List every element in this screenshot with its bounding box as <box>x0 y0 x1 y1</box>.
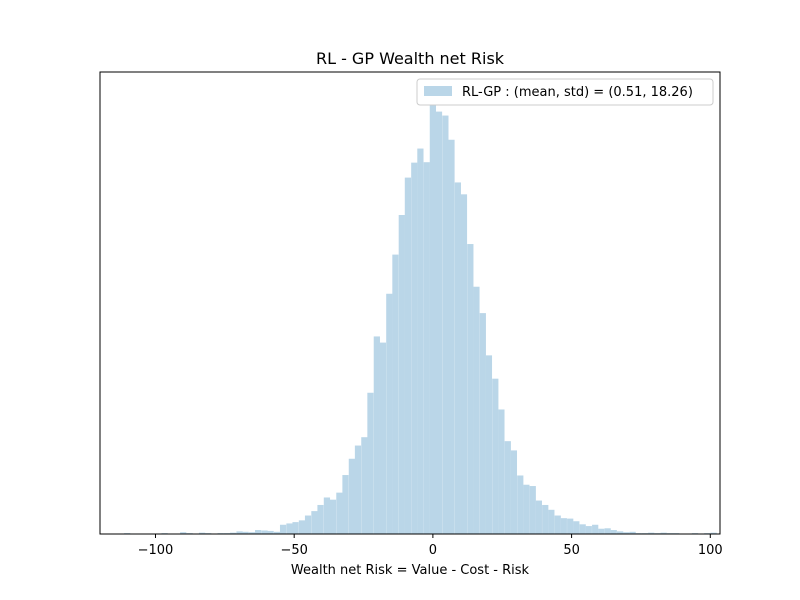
legend-swatch <box>424 86 452 96</box>
histogram-bar-37 <box>354 445 362 534</box>
histogram-bar-49 <box>429 94 437 534</box>
histogram-bar-44 <box>398 215 405 534</box>
histogram-bar-48 <box>423 162 430 534</box>
histogram-bar-32 <box>323 497 331 534</box>
histogram-bar-54 <box>460 194 468 534</box>
histogram-bar-22 <box>261 530 268 534</box>
histogram-bar-84 <box>648 532 655 534</box>
plot-frame <box>99 71 721 535</box>
histogram-bar-45 <box>404 177 412 534</box>
histogram-bar-58 <box>485 355 493 534</box>
histogram-bar-75 <box>592 524 599 534</box>
histogram-bar-21 <box>255 530 262 534</box>
histogram-bar-12 <box>198 532 206 534</box>
histogram-bar-50 <box>435 111 443 534</box>
histogram-bar-42 <box>386 293 393 534</box>
histogram-bar-59 <box>492 378 499 534</box>
x-axis-label: Wealth net Risk = Value - Cost - Risk <box>291 563 530 578</box>
histogram-bar-61 <box>504 441 511 534</box>
histogram-bar-24 <box>273 531 281 534</box>
histogram-bar-72 <box>573 521 580 534</box>
x-tick-label-3: 50 <box>563 543 580 558</box>
histogram-bar-94 <box>710 532 717 534</box>
histogram-bar-47 <box>417 148 424 534</box>
histogram-bar-19 <box>242 531 249 534</box>
histogram-bar-25 <box>279 524 287 534</box>
histogram-bar-56 <box>473 286 480 534</box>
histogram-bar-53 <box>454 182 461 534</box>
histogram-bar-39 <box>367 392 374 534</box>
histogram-bar-9 <box>180 532 187 534</box>
histogram-bar-26 <box>286 523 293 534</box>
histogram-bar-62 <box>510 450 518 534</box>
histogram-bar-35 <box>342 475 349 534</box>
histogram-bars <box>124 94 717 535</box>
histogram-bar-33 <box>329 499 337 534</box>
chart-title: RL - GP Wealth net Risk <box>316 49 505 68</box>
x-tick-label-1: −50 <box>280 543 307 558</box>
x-axis-ticks: −100 −50 0 50 100 <box>138 534 723 558</box>
histogram-bar-60 <box>498 409 505 534</box>
histogram-bar-43 <box>392 254 399 534</box>
histogram-bar-74 <box>585 526 592 534</box>
histogram-bar-30 <box>311 511 318 534</box>
histogram-bar-41 <box>379 342 387 534</box>
histogram-bar-78 <box>610 530 617 534</box>
histogram-bar-28 <box>298 520 306 534</box>
legend-entry: RL-GP : (mean, std) = (0.51, 18.26) <box>462 85 693 100</box>
histogram-bar-69 <box>554 515 561 534</box>
histogram-bar-76 <box>598 528 605 534</box>
histogram-bar-79 <box>617 531 624 534</box>
histogram-bar-18 <box>236 531 243 534</box>
histogram-bar-63 <box>517 475 524 534</box>
histogram-bar-86 <box>660 532 667 534</box>
histogram-bar-38 <box>361 437 368 534</box>
histogram-bar-23 <box>267 530 274 534</box>
histogram-bar-67 <box>542 504 549 534</box>
histogram-bar-34 <box>336 492 343 534</box>
legend: RL-GP : (mean, std) = (0.51, 18.26) <box>416 78 714 106</box>
histogram-bar-40 <box>373 336 380 534</box>
histogram-bar-68 <box>548 509 555 534</box>
histogram-bar-64 <box>523 484 530 534</box>
x-tick-label-0: −100 <box>138 543 174 558</box>
histogram-bar-70 <box>560 518 567 534</box>
histogram-bar-52 <box>448 139 455 534</box>
x-tick-label-4: 100 <box>698 543 723 558</box>
histogram-bar-66 <box>535 500 542 534</box>
x-tick-label-2: 0 <box>429 543 437 558</box>
legend-box <box>416 78 714 106</box>
histogram-bar-55 <box>467 244 474 535</box>
histogram-bar-65 <box>529 486 536 534</box>
histogram-bar-17 <box>230 532 237 534</box>
histogram-bar-27 <box>292 522 299 534</box>
histogram-bar-31 <box>317 504 324 534</box>
histogram-bar-36 <box>348 458 356 534</box>
histogram-bar-73 <box>579 524 586 534</box>
histogram-bar-51 <box>442 115 449 534</box>
histogram-bar-57 <box>479 313 486 534</box>
histogram-bar-71 <box>567 518 574 534</box>
histogram-bar-20 <box>248 532 256 534</box>
histogram-bar-81 <box>629 531 636 534</box>
histogram-bar-46 <box>411 162 418 534</box>
histogram-bar-77 <box>604 528 611 534</box>
histogram-bar-80 <box>623 532 630 534</box>
histogram-bar-29 <box>304 515 312 534</box>
